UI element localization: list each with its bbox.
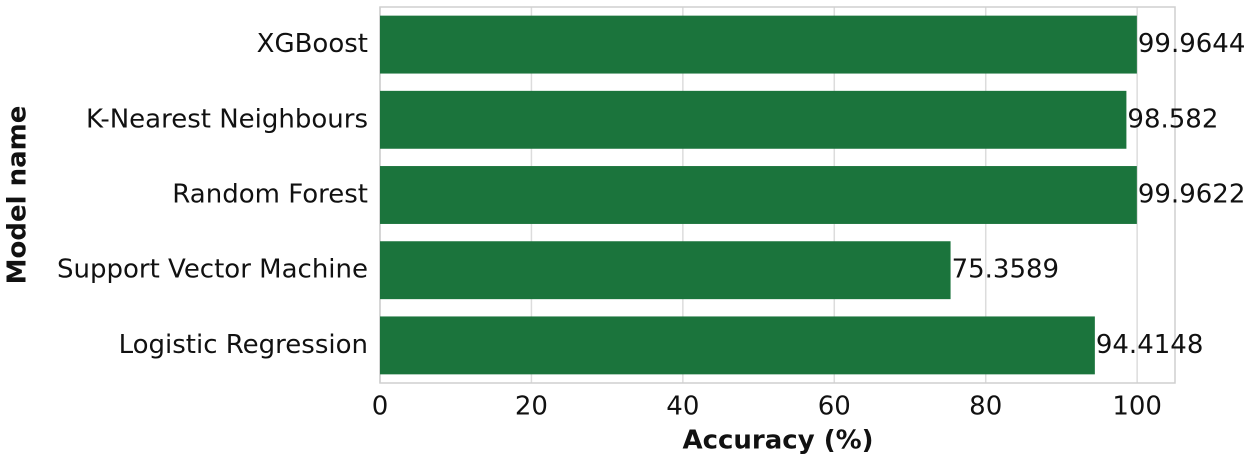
bar	[380, 241, 951, 300]
data-label: 75.3589	[952, 255, 1060, 285]
y-tick-label: XGBoost	[257, 29, 368, 59]
y-tick-label: Support Vector Machine	[57, 255, 368, 285]
data-label: 94.4148	[1096, 330, 1204, 360]
data-label: 98.582	[1127, 104, 1218, 134]
y-tick-label: Logistic Regression	[119, 330, 368, 360]
x-tick-label: 80	[969, 392, 1002, 422]
x-tick-label: 40	[666, 392, 699, 422]
x-tick-label: 100	[1112, 392, 1162, 422]
data-label: 99.9644	[1138, 29, 1246, 59]
x-tick-label: 0	[372, 392, 389, 422]
y-tick-label: Random Forest	[172, 180, 368, 210]
y-axis-label: Model name	[3, 106, 33, 285]
data-label: 99.9622	[1138, 180, 1246, 210]
bar	[380, 90, 1127, 149]
bar	[380, 316, 1095, 375]
y-tick-label: K-Nearest Neighbours	[86, 104, 368, 134]
x-axis-label: Accuracy (%)	[682, 426, 873, 456]
x-tick-label: 60	[818, 392, 851, 422]
x-tick-label: 20	[515, 392, 548, 422]
bar	[380, 166, 1137, 224]
bar	[380, 15, 1137, 74]
